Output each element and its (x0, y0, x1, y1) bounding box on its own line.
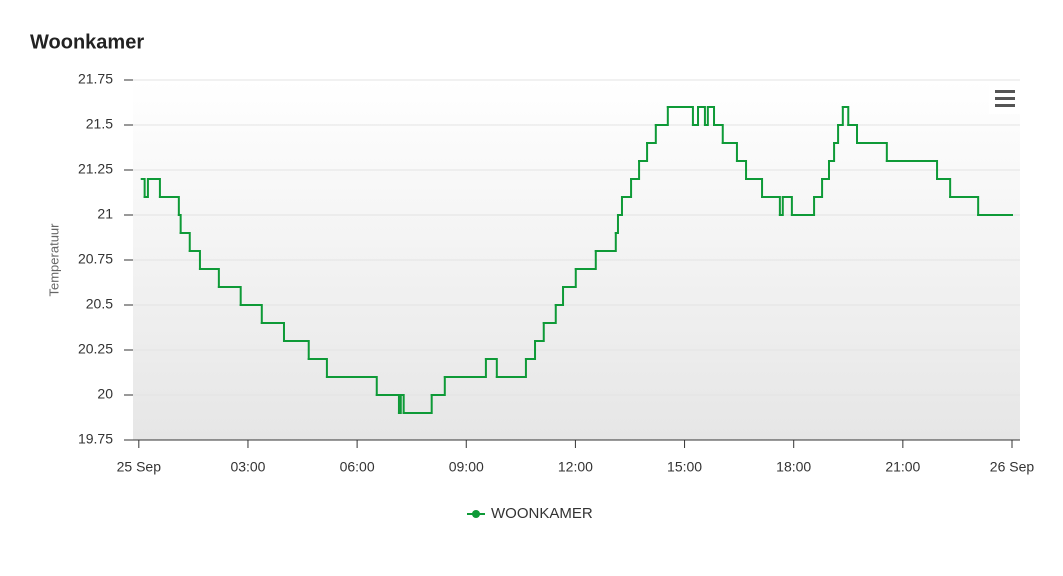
y-tick-label: 19.75 (78, 431, 113, 447)
chart-title: Woonkamer (30, 31, 144, 53)
line-step (554, 286, 565, 306)
line-step (706, 106, 716, 126)
line-step (821, 160, 830, 180)
line-step (146, 178, 161, 198)
line-step (616, 196, 623, 216)
line-step (691, 106, 700, 126)
line-step (430, 376, 446, 396)
x-tick-label: 12:00 (558, 459, 593, 475)
line-step (495, 358, 527, 378)
line-step (443, 358, 487, 378)
line-step (745, 178, 764, 198)
line-step (778, 196, 784, 216)
y-tick-label: 20.25 (78, 341, 113, 357)
x-tick-label: 26 Sep (990, 459, 1035, 475)
y-tick-label: 20 (97, 386, 113, 402)
line-step (260, 322, 285, 342)
x-tick-label: 18:00 (776, 459, 811, 475)
line-step (666, 106, 694, 126)
line-step (158, 196, 180, 216)
line-step (697, 106, 706, 126)
line-step (140, 178, 146, 198)
line-step (833, 124, 840, 144)
menu-bar (995, 90, 1015, 93)
menu-bar (995, 97, 1015, 100)
x-tick-label: 03:00 (230, 459, 265, 475)
line-step (735, 160, 748, 180)
y-tick-label: 20.75 (78, 251, 113, 267)
line-step (949, 196, 980, 216)
y-tick-label: 20.5 (86, 296, 113, 312)
line-step (827, 142, 836, 162)
line-step (654, 106, 669, 126)
line-step (781, 196, 793, 216)
line-step (524, 340, 537, 360)
line-step (143, 178, 149, 198)
line-step (217, 286, 242, 306)
x-tick-label: 25 Sep (117, 459, 162, 475)
line-step (813, 178, 824, 198)
line-step (179, 232, 191, 252)
line-step (574, 250, 597, 270)
line-step (402, 394, 433, 414)
line-step (484, 358, 498, 378)
line-step (761, 196, 781, 216)
line-step (847, 124, 859, 144)
legend-marker (472, 510, 480, 518)
line-step (630, 160, 641, 180)
line-step (713, 124, 724, 144)
x-tick-label: 21:00 (885, 459, 920, 475)
line-step (703, 106, 709, 126)
line-step (534, 322, 545, 342)
line-step (188, 250, 201, 270)
line-step (614, 214, 619, 234)
line-step (177, 214, 182, 234)
line-step (885, 160, 939, 180)
menu-button[interactable] (989, 84, 1021, 114)
line-step (620, 178, 633, 198)
line-step (841, 106, 850, 126)
line-step (837, 106, 844, 126)
line-step (646, 124, 657, 144)
line-step (562, 268, 577, 288)
line-step (399, 394, 405, 414)
menu-bar (995, 104, 1015, 107)
line-step (198, 268, 220, 288)
line-step (325, 376, 378, 396)
line-step (239, 304, 263, 324)
y-axis-label: Temperatuur (46, 223, 61, 297)
x-tick-label: 06:00 (340, 459, 375, 475)
line-step (282, 340, 310, 360)
line-step (397, 394, 402, 414)
line-step (375, 394, 400, 414)
y-tick-label: 21.75 (78, 71, 113, 87)
x-tick-label: 15:00 (667, 459, 702, 475)
line-step (936, 178, 952, 198)
y-tick-label: 21.25 (78, 161, 113, 177)
line-step (542, 304, 557, 324)
line-step (594, 232, 617, 252)
line-step (638, 142, 649, 162)
line-step (856, 142, 888, 162)
y-tick-label: 21 (97, 206, 113, 222)
legend-label: WOONKAMER (491, 505, 593, 522)
line-step (790, 196, 816, 216)
x-tick-label: 09:00 (449, 459, 484, 475)
line-step (307, 358, 328, 378)
line-step (721, 142, 738, 162)
y-tick-label: 21.5 (86, 116, 113, 132)
